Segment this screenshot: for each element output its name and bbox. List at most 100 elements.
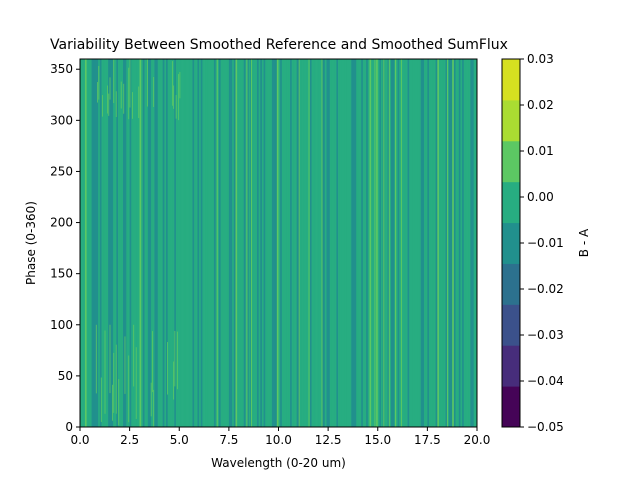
heatmap-cell: [285, 59, 288, 427]
heatmap-cell: [154, 59, 157, 427]
heatmap-cell: [395, 59, 398, 427]
heatmap-cell: [281, 59, 284, 427]
heatmap-cell: [463, 59, 466, 427]
heatmap-cell: [86, 59, 89, 427]
colorbar-segment: [502, 181, 520, 224]
heatmap-cell: [128, 67, 130, 120]
heatmap-cell: [113, 352, 115, 413]
heatmap-cell: [127, 59, 131, 427]
heatmap-cell: [351, 59, 354, 427]
heatmap-cell: [329, 59, 332, 427]
heatmap-cell: [84, 59, 88, 427]
heatmap-cell: [225, 59, 228, 427]
heatmap-cell: [446, 59, 448, 427]
heatmap-cell: [379, 59, 382, 427]
heatmap-cell: [359, 59, 362, 427]
heatmap-cell: [97, 82, 98, 103]
heatmap-cell: [468, 59, 471, 427]
heatmap-cell: [223, 59, 226, 427]
heatmap-cell: [104, 330, 106, 414]
heatmap-cell: [205, 59, 208, 427]
heatmap-cell: [228, 59, 231, 427]
heatmap-cell: [412, 59, 415, 427]
heatmap-cell: [278, 59, 281, 427]
heatmap-cell: [475, 59, 478, 427]
heatmap-cell: [233, 59, 236, 427]
colorbar-segment: [502, 386, 520, 428]
heatmap-cell: [109, 77, 111, 100]
heatmap-cell: [399, 59, 402, 427]
heatmap-cell: [192, 59, 195, 427]
heatmap-cell: [298, 59, 300, 427]
colorbar-segment: [502, 59, 520, 101]
heatmap-cell: [339, 59, 342, 427]
heatmap-cell: [407, 59, 410, 427]
colorbar-segment: [502, 222, 520, 264]
heatmap-cell: [102, 95, 103, 117]
y-axis-label: Phase (0-360): [24, 201, 38, 285]
heatmap-cell: [95, 324, 97, 394]
heatmap-cell: [381, 59, 384, 427]
heatmap-cell: [169, 59, 172, 427]
heatmap-cell: [166, 59, 169, 427]
heatmap-cell: [152, 59, 155, 427]
heatmap-cell: [207, 59, 210, 427]
heatmap-cell: [343, 59, 346, 427]
heatmap-cell: [319, 59, 322, 427]
heatmap-cell: [400, 59, 403, 427]
heatmap-cell: [472, 59, 475, 427]
heatmap-cell: [232, 59, 235, 427]
heatmap-cell: [129, 59, 131, 108]
heatmap-cell: [389, 59, 392, 427]
heatmap-cell: [153, 389, 155, 427]
heatmap-cell: [132, 92, 133, 119]
heatmap-cell: [216, 59, 218, 427]
heatmap-cell: [118, 379, 120, 426]
y-tick-label: 50: [58, 369, 73, 383]
heatmap-cell: [277, 59, 279, 427]
heatmap-cell: [265, 59, 268, 427]
heatmap-cell: [137, 59, 140, 427]
heatmap-cell: [462, 59, 465, 427]
colorbar-tick-label: −0.01: [527, 236, 564, 250]
heatmap-cell: [176, 331, 178, 390]
heatmap-cell: [175, 59, 178, 427]
heatmap-cell: [409, 59, 412, 427]
heatmap-cell: [129, 59, 132, 427]
heatmap-cell: [410, 59, 413, 427]
colorbar-tick-label: −0.03: [527, 328, 564, 342]
heatmap-cell: [103, 59, 106, 427]
heatmap-cell: [321, 59, 323, 427]
heatmap-cell: [172, 59, 175, 427]
heatmap-cell: [113, 59, 116, 427]
heatmap-cell: [467, 59, 470, 427]
heatmap-cell: [452, 59, 455, 427]
y-axis: 0 50 100 150 200 250 300 350: [50, 62, 80, 434]
heatmap-cell: [251, 59, 253, 427]
heatmap-cell: [218, 59, 222, 427]
heatmap-cell: [101, 59, 104, 427]
heatmap-cell: [93, 59, 96, 427]
heatmap-cell: [147, 59, 150, 427]
heatmap-cell: [210, 59, 213, 427]
heatmap-cell: [357, 59, 360, 427]
heatmap-cell: [248, 59, 251, 427]
heatmap-cell: [174, 330, 176, 387]
y-tick-label: 300: [50, 113, 73, 127]
heatmap-cell: [120, 81, 122, 109]
heatmap-cell: [383, 59, 385, 427]
heatmap-cell: [374, 59, 377, 427]
heatmap-cell: [388, 59, 390, 427]
heatmap-cell: [326, 59, 329, 427]
x-tick-label: 12.5: [315, 433, 342, 447]
heatmap-cell: [390, 59, 394, 427]
colorbar-segment: [502, 345, 520, 387]
heatmap-cell: [414, 59, 417, 427]
heatmap-cell: [227, 59, 230, 427]
heatmap-cell: [116, 59, 119, 427]
heatmap-cell: [134, 59, 137, 427]
y-tick-label: 250: [50, 164, 73, 178]
heatmap-cell: [300, 59, 303, 427]
x-tick-label: 20.0: [464, 433, 491, 447]
colorbar: [502, 59, 520, 428]
